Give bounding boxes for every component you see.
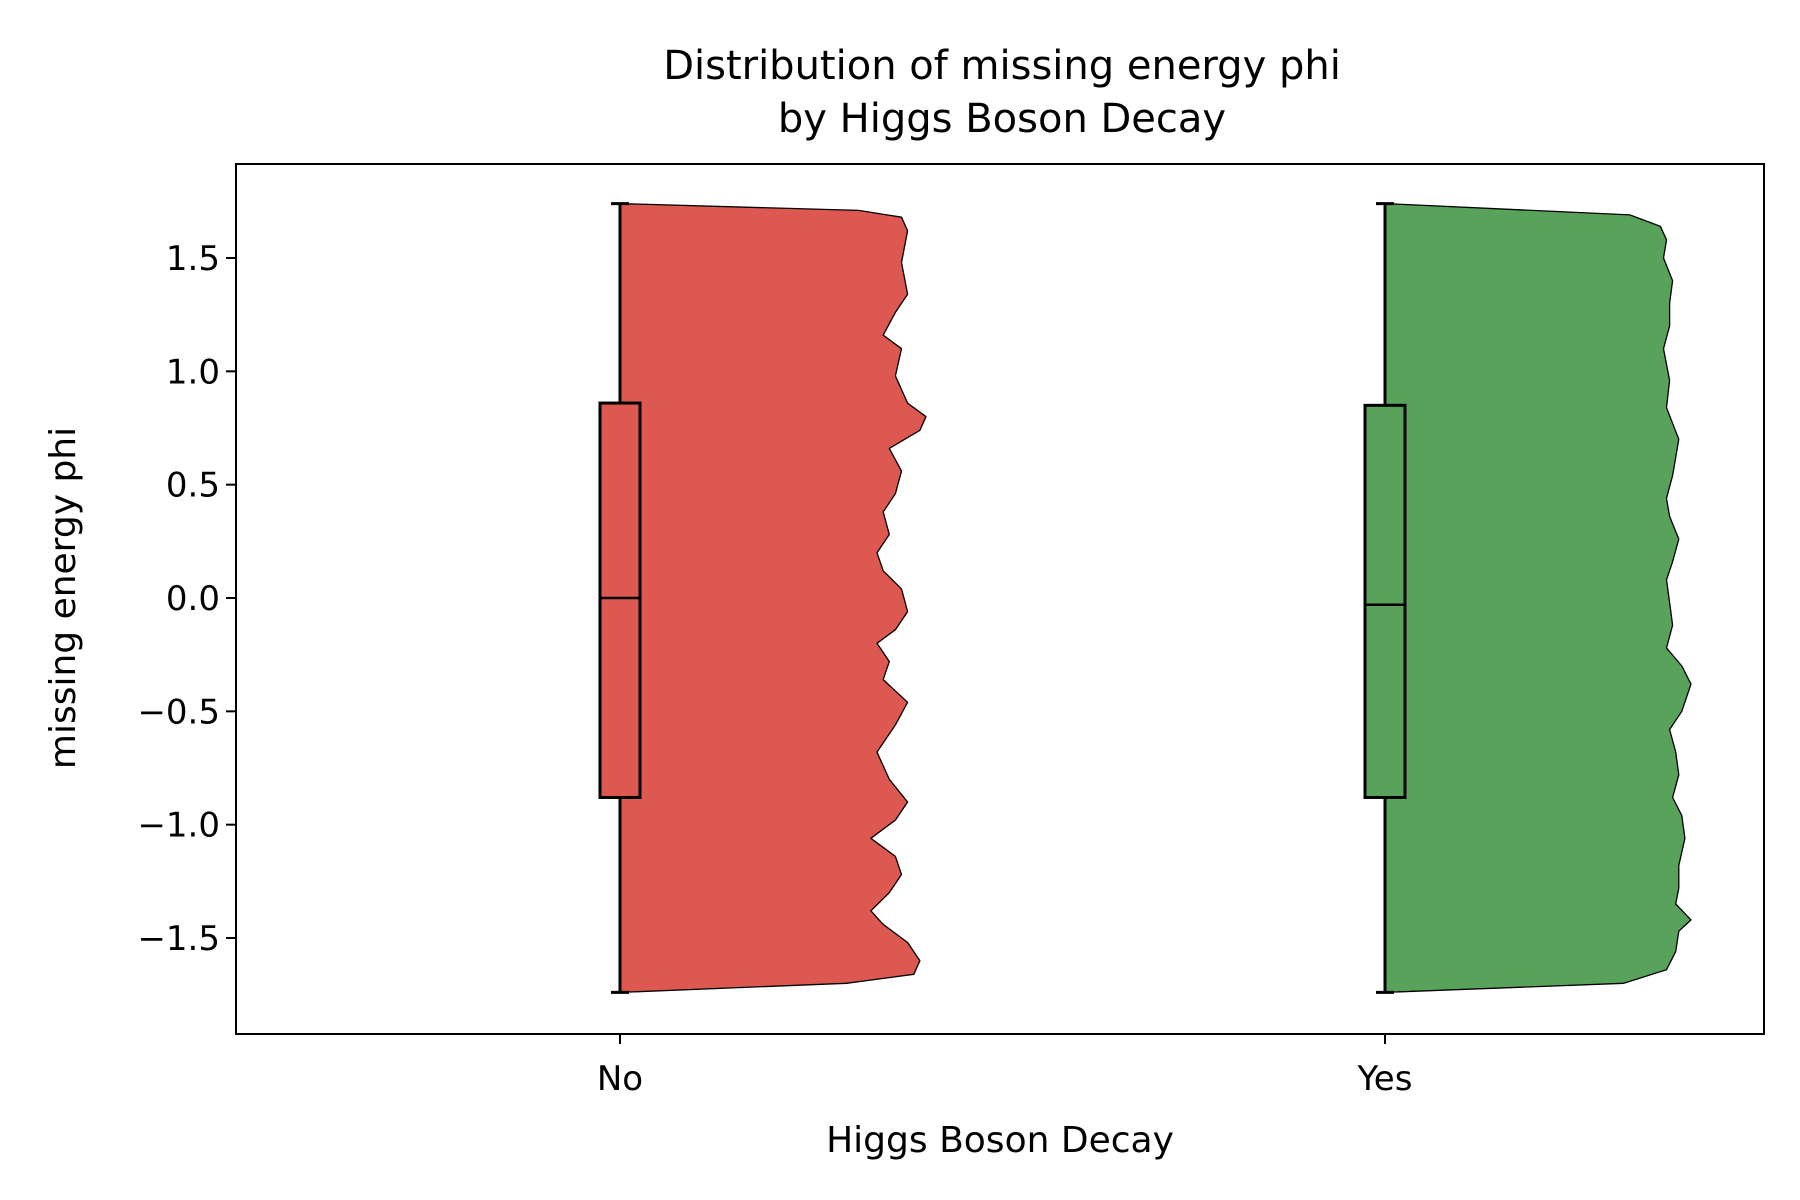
y-tick-label: 0.0 <box>166 579 220 619</box>
x-axis-label: Higgs Boson Decay <box>826 1120 1174 1161</box>
box-no <box>598 401 642 799</box>
chart-title-line-2: by Higgs Boson Decay <box>778 96 1226 142</box>
axes: −1.5 −1.0 −0.5 0.0 0.5 1.0 1.5 No Yes <box>137 239 1412 1099</box>
violin-no <box>619 202 927 994</box>
y-tick-label: −1.0 <box>137 806 220 846</box>
plot-area <box>598 202 1692 994</box>
y-tick-label: 1.5 <box>166 239 220 279</box>
chart-title-line-1: Distribution of missing energy phi <box>663 43 1341 89</box>
box-yes <box>1363 403 1407 799</box>
y-tick-label: −0.5 <box>137 692 220 732</box>
y-tick-label: −1.5 <box>137 919 220 959</box>
x-tick-label: No <box>597 1059 643 1099</box>
x-tick-label: Yes <box>1357 1059 1413 1099</box>
y-axis-label: missing energy phi <box>43 427 84 769</box>
violin-yes <box>1384 202 1692 994</box>
y-tick-label: 0.5 <box>166 466 220 506</box>
y-tick-label: 1.0 <box>166 352 220 392</box>
